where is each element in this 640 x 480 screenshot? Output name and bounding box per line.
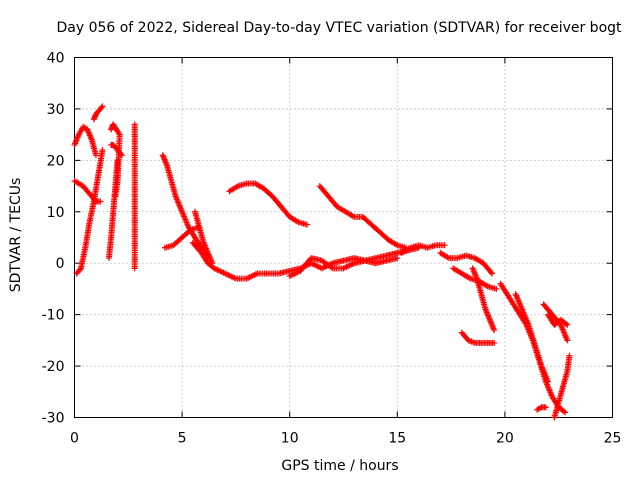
data-point <box>562 409 569 416</box>
y-axis-label: SDTVAR / TECUs <box>8 178 24 293</box>
x-tick-label: 10 <box>281 431 299 447</box>
axis-ticks <box>74 57 613 418</box>
data-point <box>491 327 498 334</box>
data-point <box>76 266 83 273</box>
data-point <box>328 264 335 271</box>
y-tick-label: -30 <box>42 411 65 427</box>
y-tick-label: 0 <box>56 256 65 272</box>
chart-title: Day 056 of 2022, Sidereal Day-to-day VTE… <box>56 20 622 36</box>
y-tick-label: -20 <box>42 359 65 375</box>
y-tick-label: 30 <box>47 102 65 118</box>
data-point <box>560 408 567 415</box>
data-point <box>564 321 571 328</box>
data-point <box>93 152 100 159</box>
data-point <box>98 104 105 111</box>
x-tick-label: 25 <box>604 431 622 447</box>
y-tick-label: 10 <box>47 205 65 221</box>
data-points <box>71 103 573 421</box>
data-point <box>544 378 551 385</box>
data-point <box>566 352 573 359</box>
data-point <box>112 193 119 200</box>
data-point <box>488 270 495 277</box>
data-point <box>131 265 138 272</box>
x-tick-label: 15 <box>388 431 406 447</box>
data-point <box>441 242 448 249</box>
data-point <box>491 339 498 346</box>
y-tick-label: -10 <box>42 308 65 324</box>
data-point <box>99 103 106 110</box>
data-point <box>99 147 106 154</box>
grid-lines <box>74 57 613 418</box>
x-axis-label: GPS time / hours <box>281 458 398 474</box>
data-point <box>118 152 125 159</box>
data-point <box>564 337 571 344</box>
x-tick-label: 20 <box>496 431 514 447</box>
data-point <box>493 285 500 292</box>
y-tick-labels: -30 -20 -10 0 10 20 30 40 <box>42 51 65 427</box>
data-point <box>394 255 401 262</box>
data-point <box>542 404 549 411</box>
data-point <box>563 320 570 327</box>
y-tick-label: 40 <box>47 51 65 67</box>
x-tick-labels: 0 5 10 15 20 25 <box>70 431 621 447</box>
x-tick-label: 0 <box>70 431 79 447</box>
data-point <box>303 221 310 228</box>
plot-frame <box>74 57 613 418</box>
data-point <box>97 198 104 205</box>
y-tick-label: 20 <box>47 153 65 169</box>
data-point <box>487 269 494 276</box>
x-tick-label: 5 <box>178 431 187 447</box>
